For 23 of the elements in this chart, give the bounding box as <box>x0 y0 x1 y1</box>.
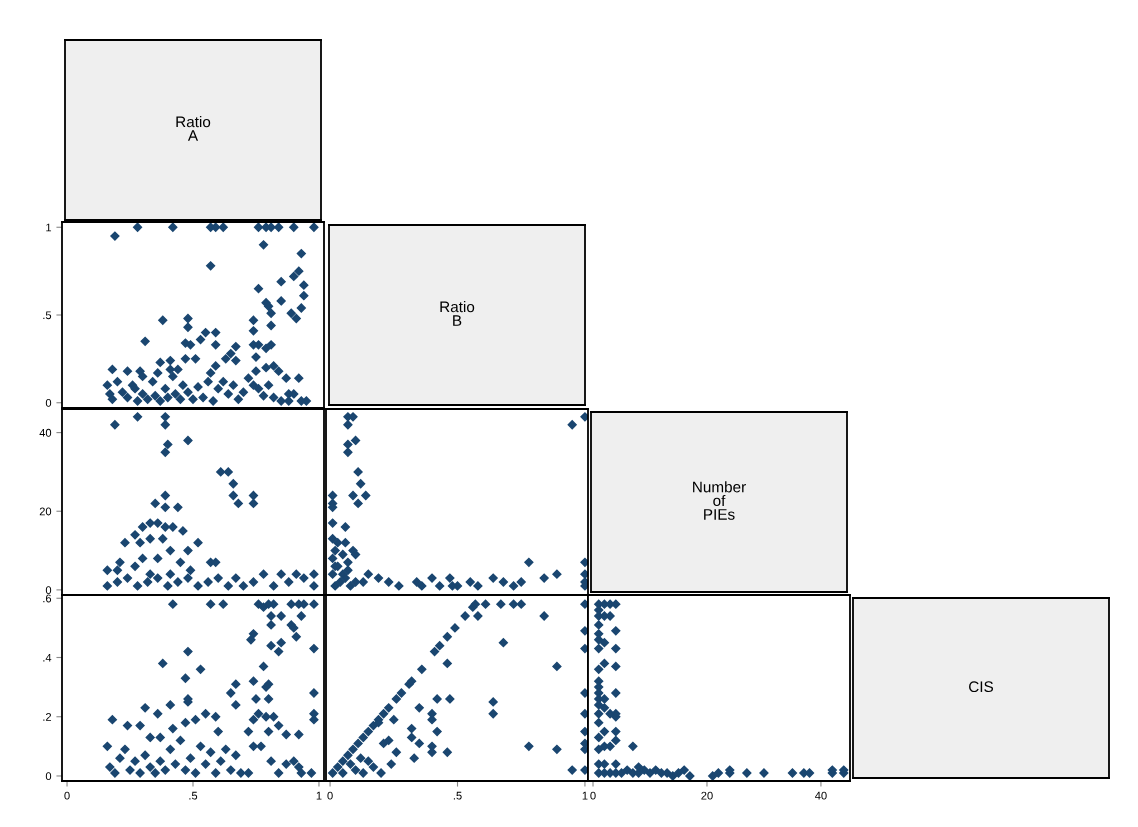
y-tick-label: .4 <box>43 653 52 662</box>
y-tick-label: 40 <box>39 428 52 437</box>
y-tick-label: .2 <box>43 713 52 721</box>
text: Ratio A <box>176 116 211 141</box>
x-tick-label: 0 <box>64 791 70 800</box>
text: Ratio B <box>440 301 475 326</box>
y-tick-label: .5 <box>43 311 52 320</box>
y-tick-label: 0 <box>45 772 52 781</box>
y-tick-label: 0 <box>45 399 52 407</box>
x-tick-label: 40 <box>815 791 827 800</box>
x-tick-label: .5 <box>453 791 462 800</box>
x-tick-label: 1 <box>582 791 588 800</box>
text: CIS <box>969 681 994 693</box>
x-tick-label: 20 <box>701 791 713 800</box>
x-tick-label: .5 <box>189 791 198 800</box>
y-tick-label: .6 <box>43 594 52 603</box>
x-tick-label: 0 <box>327 791 333 800</box>
text: Number of PIEs <box>693 481 746 520</box>
y-tick-label: 20 <box>39 507 52 516</box>
x-tick-label: 1 <box>316 791 322 800</box>
x-tick-label: 0 <box>590 791 596 800</box>
y-tick-label: 1 <box>46 223 52 232</box>
y-tick-label: 0 <box>45 586 52 595</box>
